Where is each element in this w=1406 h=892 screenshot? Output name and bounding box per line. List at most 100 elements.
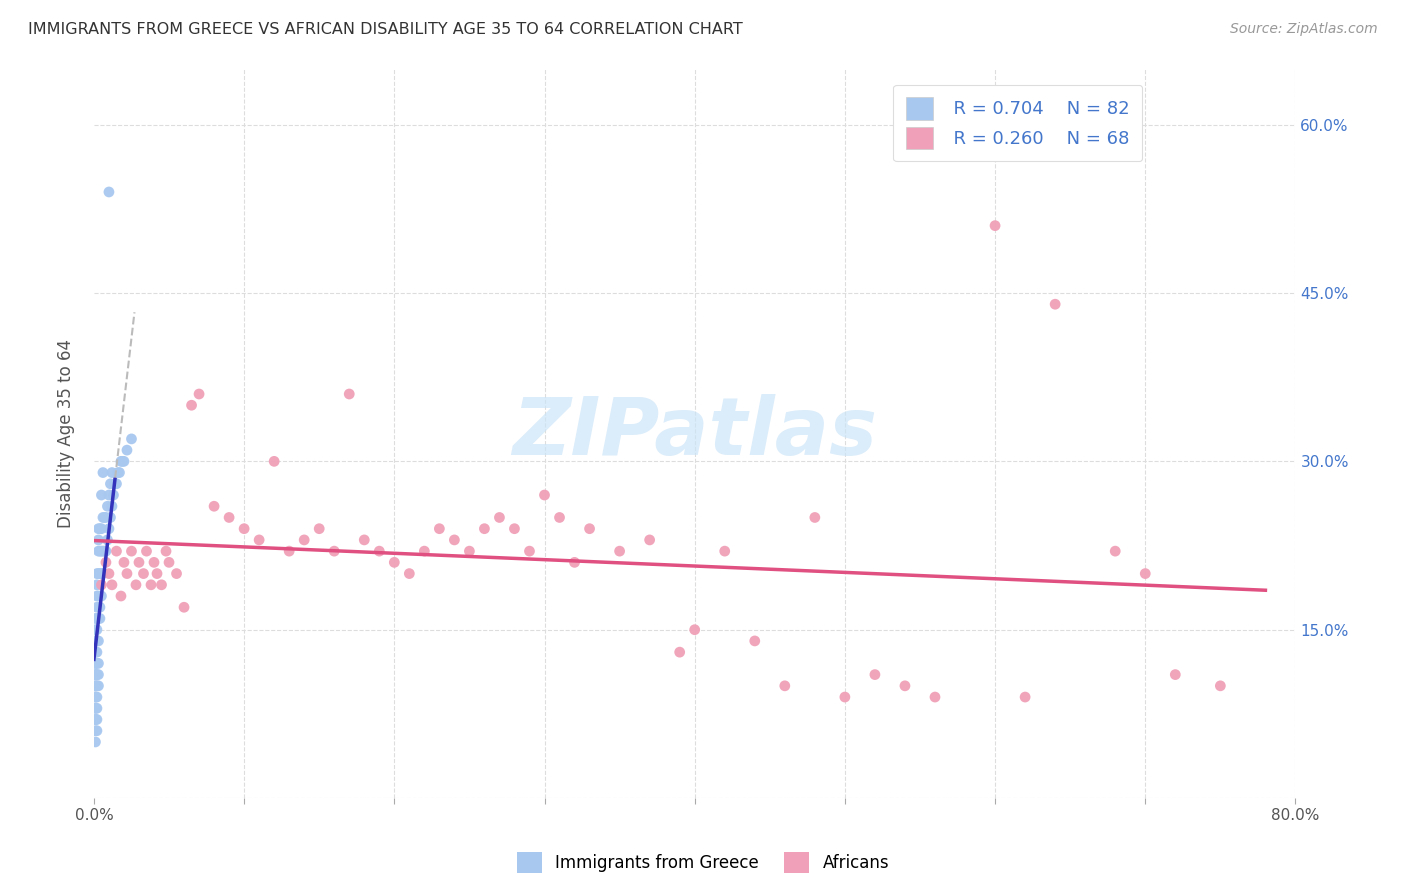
Point xyxy=(86,589,108,603)
Point xyxy=(834,690,856,704)
Point xyxy=(84,645,107,659)
Point xyxy=(84,634,107,648)
Point xyxy=(94,544,117,558)
Point xyxy=(155,544,177,558)
Point xyxy=(87,533,110,547)
Point xyxy=(121,544,143,558)
Point xyxy=(84,645,107,659)
Point xyxy=(121,432,143,446)
Point xyxy=(128,555,150,569)
Point xyxy=(638,533,661,547)
Text: ZIPatlas: ZIPatlas xyxy=(512,394,877,472)
Point xyxy=(84,701,107,715)
Point xyxy=(84,679,107,693)
Point xyxy=(93,544,115,558)
Point xyxy=(84,690,107,704)
Point xyxy=(110,589,132,603)
Point xyxy=(1014,690,1036,704)
Point xyxy=(96,500,118,514)
Point xyxy=(86,611,108,625)
Point xyxy=(474,522,496,536)
Point xyxy=(894,679,917,693)
Point xyxy=(1209,679,1232,693)
Point xyxy=(139,578,162,592)
Point xyxy=(86,679,108,693)
Point xyxy=(84,713,107,727)
Point xyxy=(488,510,510,524)
Point xyxy=(101,466,124,480)
Point xyxy=(90,522,112,536)
Point xyxy=(115,566,138,581)
Point xyxy=(90,488,112,502)
Point xyxy=(101,578,124,592)
Point xyxy=(86,713,108,727)
Point xyxy=(86,657,108,671)
Point xyxy=(564,555,586,569)
Point xyxy=(804,510,827,524)
Point xyxy=(91,466,114,480)
Point xyxy=(90,578,112,592)
Point xyxy=(84,723,107,738)
Point xyxy=(427,522,450,536)
Point xyxy=(107,466,129,480)
Point xyxy=(104,476,127,491)
Point xyxy=(125,578,148,592)
Point xyxy=(87,611,110,625)
Point xyxy=(713,544,735,558)
Point xyxy=(103,488,125,502)
Point xyxy=(84,735,107,749)
Point xyxy=(93,510,115,524)
Point xyxy=(84,690,107,704)
Point xyxy=(263,454,285,468)
Point xyxy=(413,544,436,558)
Point xyxy=(609,544,631,558)
Point xyxy=(84,657,107,671)
Point xyxy=(89,522,111,536)
Point xyxy=(337,387,360,401)
Point xyxy=(150,578,173,592)
Y-axis label: Disability Age 35 to 64: Disability Age 35 to 64 xyxy=(58,339,75,528)
Point xyxy=(683,623,706,637)
Point xyxy=(97,522,120,536)
Point xyxy=(100,510,122,524)
Point xyxy=(112,454,135,468)
Point xyxy=(863,667,886,681)
Point xyxy=(86,690,108,704)
Point xyxy=(166,566,188,581)
Point xyxy=(86,623,108,637)
Point xyxy=(110,454,132,468)
Point xyxy=(105,544,128,558)
Point xyxy=(94,555,117,569)
Point xyxy=(84,623,107,637)
Point xyxy=(458,544,481,558)
Point xyxy=(132,566,155,581)
Point xyxy=(1104,544,1126,558)
Point xyxy=(87,566,110,581)
Point xyxy=(984,219,1007,233)
Point xyxy=(146,566,169,581)
Point xyxy=(382,555,405,569)
Point xyxy=(202,500,225,514)
Point xyxy=(1164,667,1187,681)
Point xyxy=(533,488,555,502)
Point xyxy=(89,544,111,558)
Point xyxy=(100,476,122,491)
Point xyxy=(90,544,112,558)
Point xyxy=(86,645,108,659)
Point xyxy=(398,566,420,581)
Point xyxy=(89,600,111,615)
Point xyxy=(84,701,107,715)
Point xyxy=(668,645,690,659)
Point xyxy=(84,634,107,648)
Point xyxy=(188,387,211,401)
Point xyxy=(173,600,195,615)
Point xyxy=(86,566,108,581)
Point xyxy=(89,566,111,581)
Point xyxy=(97,488,120,502)
Point xyxy=(94,510,117,524)
Point xyxy=(578,522,600,536)
Point xyxy=(87,667,110,681)
Point xyxy=(87,634,110,648)
Point xyxy=(96,533,118,547)
Point xyxy=(548,510,571,524)
